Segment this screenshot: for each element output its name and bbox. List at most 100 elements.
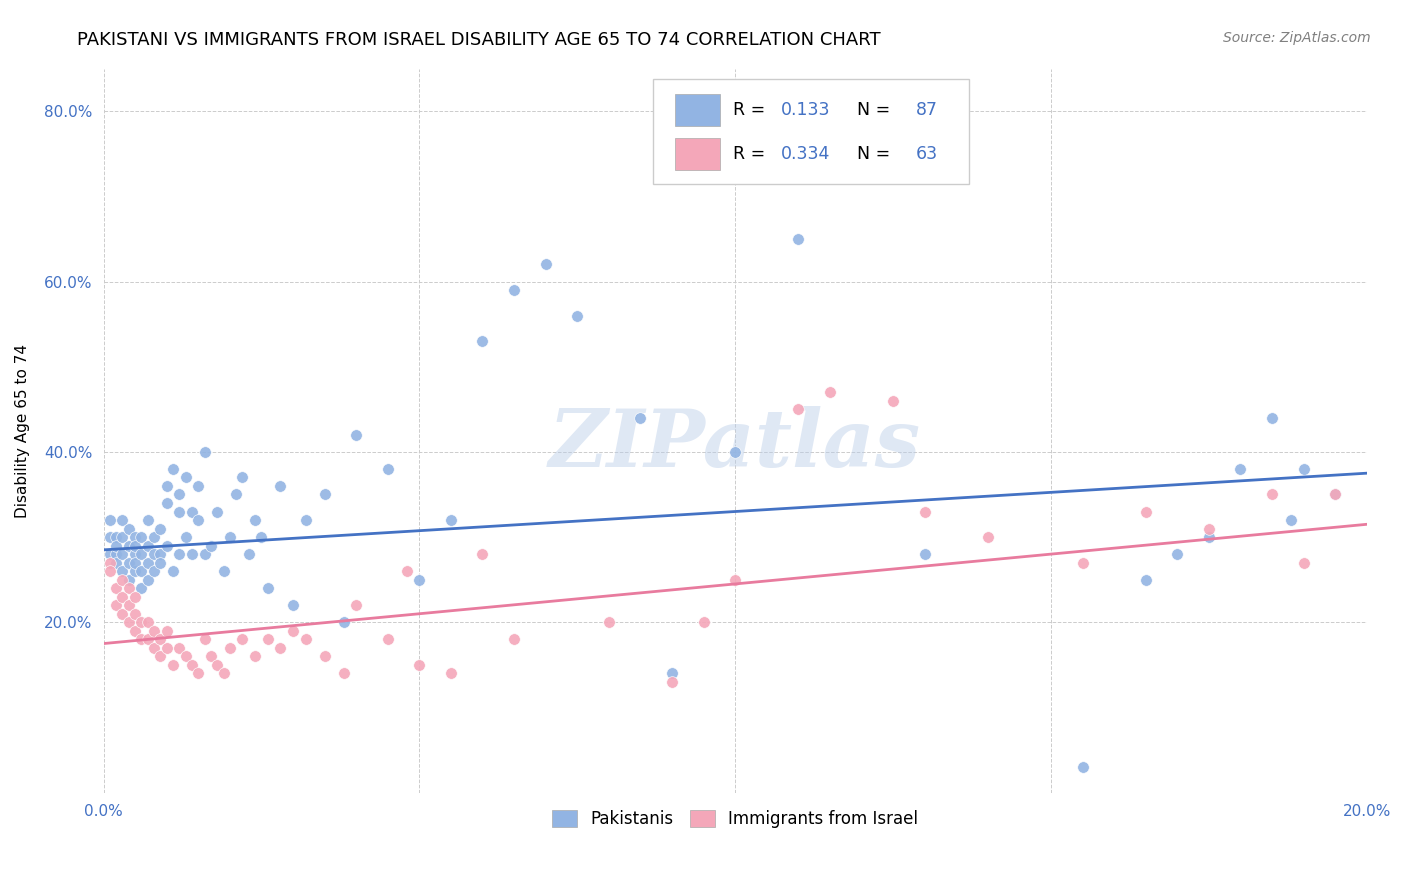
Point bbox=[143, 530, 166, 544]
Point bbox=[174, 530, 197, 544]
Point bbox=[914, 547, 936, 561]
Point bbox=[503, 632, 526, 647]
Point bbox=[143, 564, 166, 578]
Point bbox=[598, 615, 620, 630]
Point bbox=[118, 581, 141, 595]
Point bbox=[169, 504, 191, 518]
Point bbox=[218, 530, 240, 544]
Text: R =: R = bbox=[733, 101, 770, 119]
Point bbox=[136, 573, 159, 587]
Point bbox=[818, 385, 841, 400]
Point bbox=[149, 522, 172, 536]
Point bbox=[187, 513, 209, 527]
Point bbox=[503, 283, 526, 297]
Text: 0.133: 0.133 bbox=[780, 101, 830, 119]
Point bbox=[124, 590, 146, 604]
Point bbox=[1261, 487, 1284, 501]
Point bbox=[187, 479, 209, 493]
Point bbox=[118, 599, 141, 613]
Point bbox=[281, 599, 304, 613]
Y-axis label: Disability Age 65 to 74: Disability Age 65 to 74 bbox=[15, 343, 30, 517]
Point bbox=[118, 615, 141, 630]
Point bbox=[977, 530, 1000, 544]
Point bbox=[787, 232, 810, 246]
Point bbox=[174, 649, 197, 664]
Point bbox=[225, 487, 247, 501]
Point bbox=[408, 657, 430, 672]
Point bbox=[124, 624, 146, 638]
Point bbox=[294, 632, 316, 647]
Point bbox=[136, 615, 159, 630]
Point bbox=[111, 573, 134, 587]
Point bbox=[98, 530, 121, 544]
Point bbox=[136, 556, 159, 570]
Point bbox=[193, 547, 215, 561]
Point bbox=[205, 657, 228, 672]
Point bbox=[724, 573, 747, 587]
Point bbox=[131, 581, 153, 595]
Point bbox=[193, 632, 215, 647]
Point bbox=[332, 615, 354, 630]
Point bbox=[136, 632, 159, 647]
Point bbox=[156, 624, 179, 638]
Point bbox=[314, 487, 336, 501]
Point bbox=[1198, 522, 1220, 536]
Point bbox=[628, 410, 651, 425]
Point bbox=[181, 547, 204, 561]
Point bbox=[212, 564, 235, 578]
Point bbox=[269, 640, 291, 655]
Point bbox=[124, 530, 146, 544]
Point bbox=[882, 393, 904, 408]
Point bbox=[250, 530, 273, 544]
Point bbox=[162, 462, 184, 476]
Point bbox=[181, 504, 204, 518]
Point bbox=[111, 607, 134, 621]
Point bbox=[111, 513, 134, 527]
Point bbox=[344, 599, 367, 613]
Point bbox=[149, 649, 172, 664]
Point bbox=[1292, 556, 1315, 570]
Point bbox=[1135, 504, 1157, 518]
Point bbox=[124, 556, 146, 570]
Point bbox=[111, 564, 134, 578]
Point bbox=[136, 539, 159, 553]
Point bbox=[243, 649, 266, 664]
Point bbox=[243, 513, 266, 527]
Point bbox=[1135, 573, 1157, 587]
Text: Source: ZipAtlas.com: Source: ZipAtlas.com bbox=[1223, 31, 1371, 45]
Text: N =: N = bbox=[846, 101, 896, 119]
Point bbox=[111, 530, 134, 544]
Point bbox=[661, 674, 683, 689]
Text: N =: N = bbox=[846, 145, 896, 163]
Text: 63: 63 bbox=[915, 145, 938, 163]
Point bbox=[118, 573, 141, 587]
Point bbox=[1198, 530, 1220, 544]
Point bbox=[440, 666, 463, 681]
Point bbox=[156, 539, 179, 553]
Point bbox=[111, 590, 134, 604]
Point bbox=[377, 462, 399, 476]
Point bbox=[118, 539, 141, 553]
Point bbox=[143, 624, 166, 638]
Point bbox=[149, 547, 172, 561]
FancyBboxPatch shape bbox=[675, 138, 720, 169]
Point bbox=[124, 547, 146, 561]
Point bbox=[1071, 760, 1094, 774]
Point bbox=[724, 445, 747, 459]
Point bbox=[124, 607, 146, 621]
Point bbox=[98, 556, 121, 570]
Point bbox=[1292, 462, 1315, 476]
Point bbox=[1071, 556, 1094, 570]
Point bbox=[111, 547, 134, 561]
Point bbox=[118, 556, 141, 570]
Point bbox=[105, 599, 128, 613]
Point bbox=[787, 402, 810, 417]
Point bbox=[105, 539, 128, 553]
Text: PAKISTANI VS IMMIGRANTS FROM ISRAEL DISABILITY AGE 65 TO 74 CORRELATION CHART: PAKISTANI VS IMMIGRANTS FROM ISRAEL DISA… bbox=[77, 31, 882, 49]
FancyBboxPatch shape bbox=[675, 94, 720, 126]
Point bbox=[231, 632, 253, 647]
Text: ZIPatlas: ZIPatlas bbox=[550, 407, 921, 483]
Point bbox=[440, 513, 463, 527]
Point bbox=[332, 666, 354, 681]
Point bbox=[118, 522, 141, 536]
